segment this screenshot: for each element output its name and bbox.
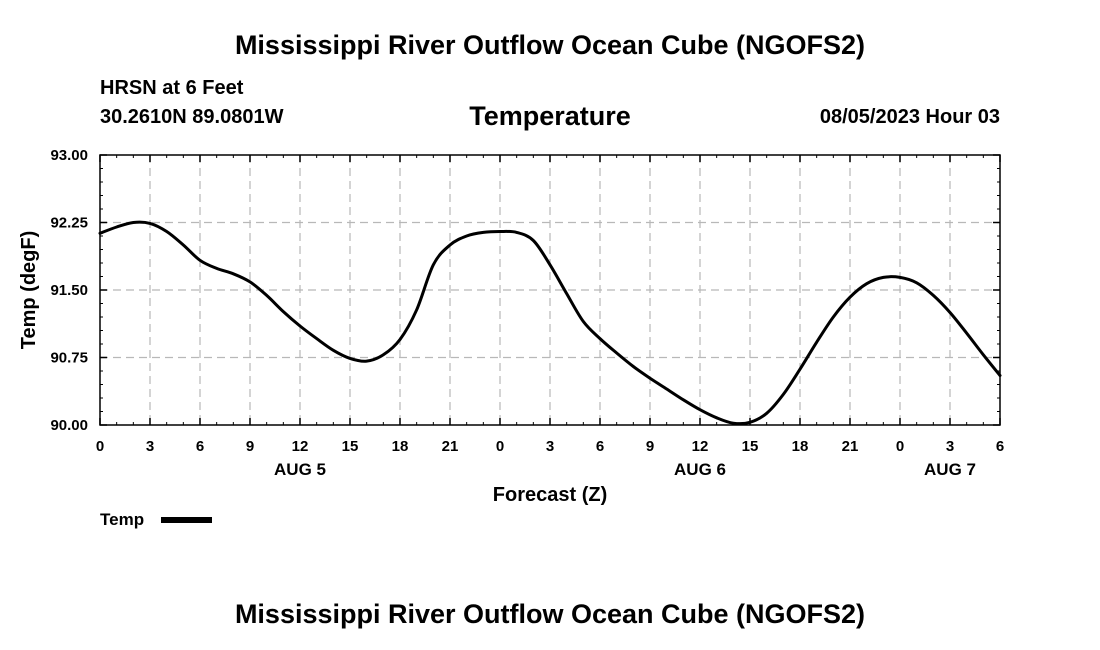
x-axis-title: Forecast (Z) [493,484,607,506]
x-tick-label: 0 [96,438,104,455]
legend-line-swatch [161,517,212,523]
station-coordinates-label: 30.2610N 89.0801W [100,106,284,128]
y-tick-label: 90.75 [50,350,88,367]
date-label: AUG 7 [924,460,976,479]
chart-title: Temperature [469,101,631,131]
footer-title: Mississippi River Outflow Ocean Cube (NG… [234,599,866,629]
date-label: AUG 5 [274,460,326,479]
x-tick-label: 0 [896,438,904,455]
x-tick-label: 6 [996,438,1004,455]
x-tick-label: 21 [842,438,859,455]
x-tick-label: 12 [292,438,309,455]
x-tick-label: 18 [392,438,409,455]
x-tick-label: 9 [246,438,254,455]
y-axis-title: Temp (degF) [18,231,40,350]
station-name-label: HRSN at 6 Feet [100,77,244,99]
temp-series-line [98,220,1002,426]
y-tick-label: 93.00 [50,147,88,164]
y-tick-label: 91.50 [50,282,88,299]
x-tick-label: 0 [496,438,504,455]
x-tick-label: 3 [546,438,554,455]
y-tick-label: 90.00 [50,417,88,434]
x-tick-label: 9 [646,438,654,455]
x-tick-label: 6 [596,438,604,455]
x-tick-label: 15 [342,438,359,455]
x-tick-label: 12 [692,438,709,455]
x-tick-label: 21 [442,438,459,455]
x-tick-label: 6 [196,438,204,455]
page-title: Mississippi River Outflow Ocean Cube (NG… [234,30,866,60]
y-tick-label: 92.25 [50,215,88,232]
forecast-date-label: 08/05/2023 Hour 03 [819,106,1000,128]
legend-label: Temp [100,510,144,529]
axis-tick-labels: 0 3 6 9 12 15 18 21 0 3 6 9 12 15 18 21 0 3 6 90.00 90.75 91.… [50,147,1004,479]
date-label: AUG 6 [674,460,726,479]
axis-ticks [99,154,1001,426]
x-tick-label: 15 [742,438,759,455]
x-tick-label: 3 [146,438,154,455]
x-tick-label: 18 [792,438,809,455]
x-tick-label: 3 [946,438,954,455]
grid [100,155,1000,425]
